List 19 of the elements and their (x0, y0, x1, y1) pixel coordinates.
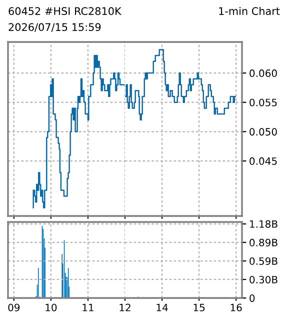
y-tick-label: 0.045 (250, 157, 277, 165)
y-tick-label: 0.050 (250, 128, 277, 136)
x-tick-label: 15 (194, 304, 205, 312)
x-tick-label: 11 (82, 304, 94, 312)
x-tick-label: 10 (46, 304, 57, 312)
y-tick-label: 0.89B (250, 238, 278, 246)
x-tick-label: 14 (156, 304, 168, 312)
y-tick-label: 0 (250, 294, 255, 302)
x-tick-label: 09 (8, 304, 20, 312)
y-tick-label: 0.30B (250, 276, 278, 284)
chart-title: 60452 #HSI RC2810K (8, 7, 122, 16)
chart-subtitle: 2026/07/15 15:59 (8, 23, 101, 32)
y-tick-label: 0.060 (250, 69, 277, 77)
y-tick-label: 0.055 (250, 98, 277, 106)
text: 1-min Chart (219, 6, 280, 16)
y-tick-label: 0.59B (250, 257, 278, 265)
x-tick-label: 16 (230, 304, 242, 312)
y-tick-label: 1.18B (250, 220, 278, 228)
x-tick-label: 12 (120, 304, 130, 312)
